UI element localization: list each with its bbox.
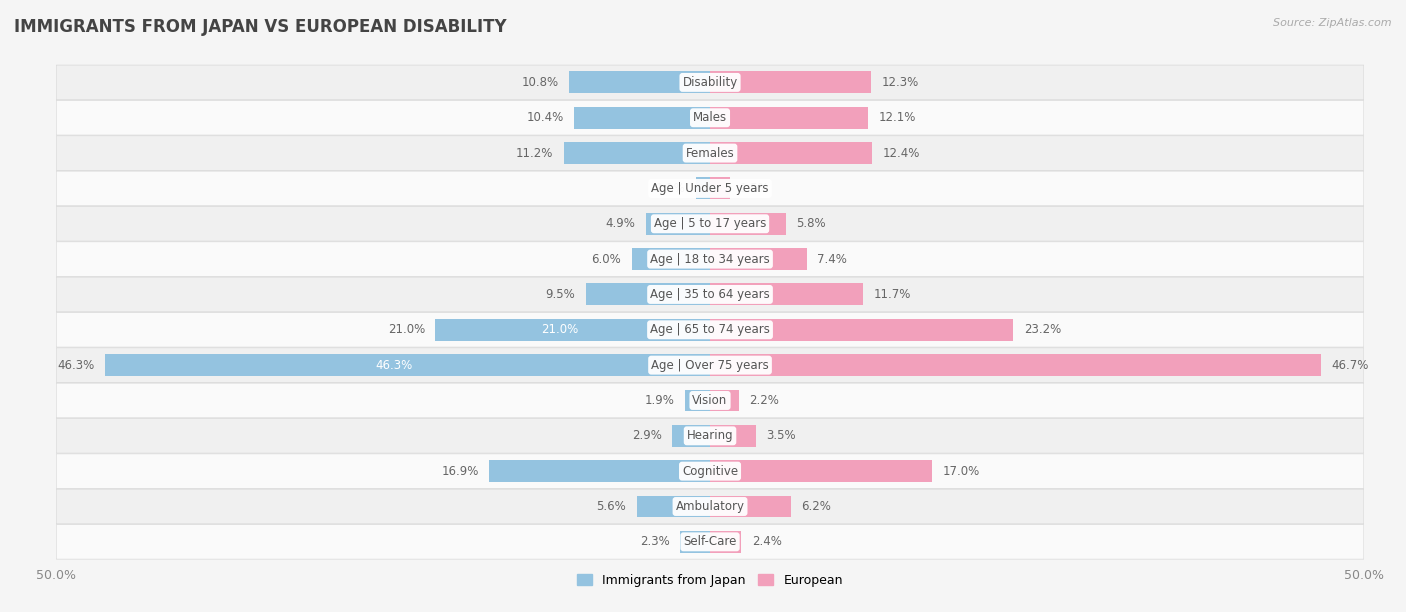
Text: 21.0%: 21.0% <box>388 323 425 336</box>
Text: 46.7%: 46.7% <box>1331 359 1368 371</box>
Text: 21.0%: 21.0% <box>541 323 578 336</box>
Bar <box>710 213 786 235</box>
Text: 7.4%: 7.4% <box>817 253 848 266</box>
Text: Age | 65 to 74 years: Age | 65 to 74 years <box>650 323 770 336</box>
Bar <box>710 496 792 518</box>
Bar <box>710 106 869 129</box>
Text: Age | 5 to 17 years: Age | 5 to 17 years <box>654 217 766 230</box>
Text: 5.8%: 5.8% <box>796 217 825 230</box>
Text: 9.5%: 9.5% <box>546 288 575 301</box>
Text: 1.9%: 1.9% <box>645 394 675 407</box>
Text: 3.5%: 3.5% <box>766 429 796 442</box>
Text: 46.3%: 46.3% <box>56 359 94 371</box>
Bar <box>710 283 863 305</box>
Bar <box>489 460 710 482</box>
Bar <box>586 283 710 305</box>
Bar <box>710 177 730 200</box>
Text: 2.4%: 2.4% <box>752 536 782 548</box>
Text: Hearing: Hearing <box>686 429 734 442</box>
Bar <box>631 248 710 270</box>
Bar <box>710 425 756 447</box>
Text: IMMIGRANTS FROM JAPAN VS EUROPEAN DISABILITY: IMMIGRANTS FROM JAPAN VS EUROPEAN DISABI… <box>14 18 506 36</box>
Bar <box>710 248 807 270</box>
Text: 6.0%: 6.0% <box>592 253 621 266</box>
Text: 17.0%: 17.0% <box>943 465 980 477</box>
Text: 2.3%: 2.3% <box>640 536 669 548</box>
Text: 11.7%: 11.7% <box>873 288 911 301</box>
Text: Age | 35 to 64 years: Age | 35 to 64 years <box>650 288 770 301</box>
Bar <box>710 142 872 164</box>
Text: 11.2%: 11.2% <box>516 147 553 160</box>
Text: Females: Females <box>686 147 734 160</box>
FancyBboxPatch shape <box>56 313 1364 347</box>
Bar <box>710 354 1320 376</box>
Bar <box>710 72 870 94</box>
Text: Age | Under 5 years: Age | Under 5 years <box>651 182 769 195</box>
Bar <box>436 319 710 341</box>
Bar <box>710 460 932 482</box>
Text: 16.9%: 16.9% <box>441 465 478 477</box>
FancyBboxPatch shape <box>56 524 1364 559</box>
FancyBboxPatch shape <box>56 383 1364 418</box>
FancyBboxPatch shape <box>56 206 1364 241</box>
Text: 12.3%: 12.3% <box>882 76 918 89</box>
FancyBboxPatch shape <box>56 348 1364 382</box>
FancyBboxPatch shape <box>56 242 1364 277</box>
Bar <box>685 389 710 411</box>
Bar <box>104 354 710 376</box>
Text: 1.1%: 1.1% <box>655 182 685 195</box>
Legend: Immigrants from Japan, European: Immigrants from Japan, European <box>572 569 848 592</box>
FancyBboxPatch shape <box>56 277 1364 312</box>
Text: 10.4%: 10.4% <box>526 111 564 124</box>
Bar <box>710 319 1014 341</box>
Bar <box>569 72 710 94</box>
Text: 10.8%: 10.8% <box>522 76 558 89</box>
FancyBboxPatch shape <box>56 136 1364 170</box>
Text: 1.5%: 1.5% <box>740 182 770 195</box>
Bar <box>696 177 710 200</box>
Text: 23.2%: 23.2% <box>1024 323 1062 336</box>
Bar <box>672 425 710 447</box>
FancyBboxPatch shape <box>56 100 1364 135</box>
Bar <box>710 389 738 411</box>
Bar <box>637 496 710 518</box>
Text: Self-Care: Self-Care <box>683 536 737 548</box>
Text: Vision: Vision <box>692 394 728 407</box>
Text: Males: Males <box>693 111 727 124</box>
FancyBboxPatch shape <box>56 489 1364 524</box>
Text: Ambulatory: Ambulatory <box>675 500 745 513</box>
Text: 5.6%: 5.6% <box>596 500 626 513</box>
Bar <box>645 213 710 235</box>
Text: 2.9%: 2.9% <box>631 429 662 442</box>
Text: 4.9%: 4.9% <box>606 217 636 230</box>
Bar <box>710 531 741 553</box>
Text: 2.2%: 2.2% <box>749 394 779 407</box>
FancyBboxPatch shape <box>56 171 1364 206</box>
Text: 46.3%: 46.3% <box>375 359 413 371</box>
Text: 12.1%: 12.1% <box>879 111 917 124</box>
Text: Source: ZipAtlas.com: Source: ZipAtlas.com <box>1274 18 1392 28</box>
Bar <box>574 106 710 129</box>
Text: Disability: Disability <box>682 76 738 89</box>
FancyBboxPatch shape <box>56 65 1364 100</box>
FancyBboxPatch shape <box>56 454 1364 488</box>
Text: Age | Over 75 years: Age | Over 75 years <box>651 359 769 371</box>
Text: 6.2%: 6.2% <box>801 500 831 513</box>
Text: Cognitive: Cognitive <box>682 465 738 477</box>
FancyBboxPatch shape <box>56 419 1364 453</box>
Bar <box>681 531 710 553</box>
Text: 12.4%: 12.4% <box>883 147 920 160</box>
Text: Age | 18 to 34 years: Age | 18 to 34 years <box>650 253 770 266</box>
Bar <box>564 142 710 164</box>
